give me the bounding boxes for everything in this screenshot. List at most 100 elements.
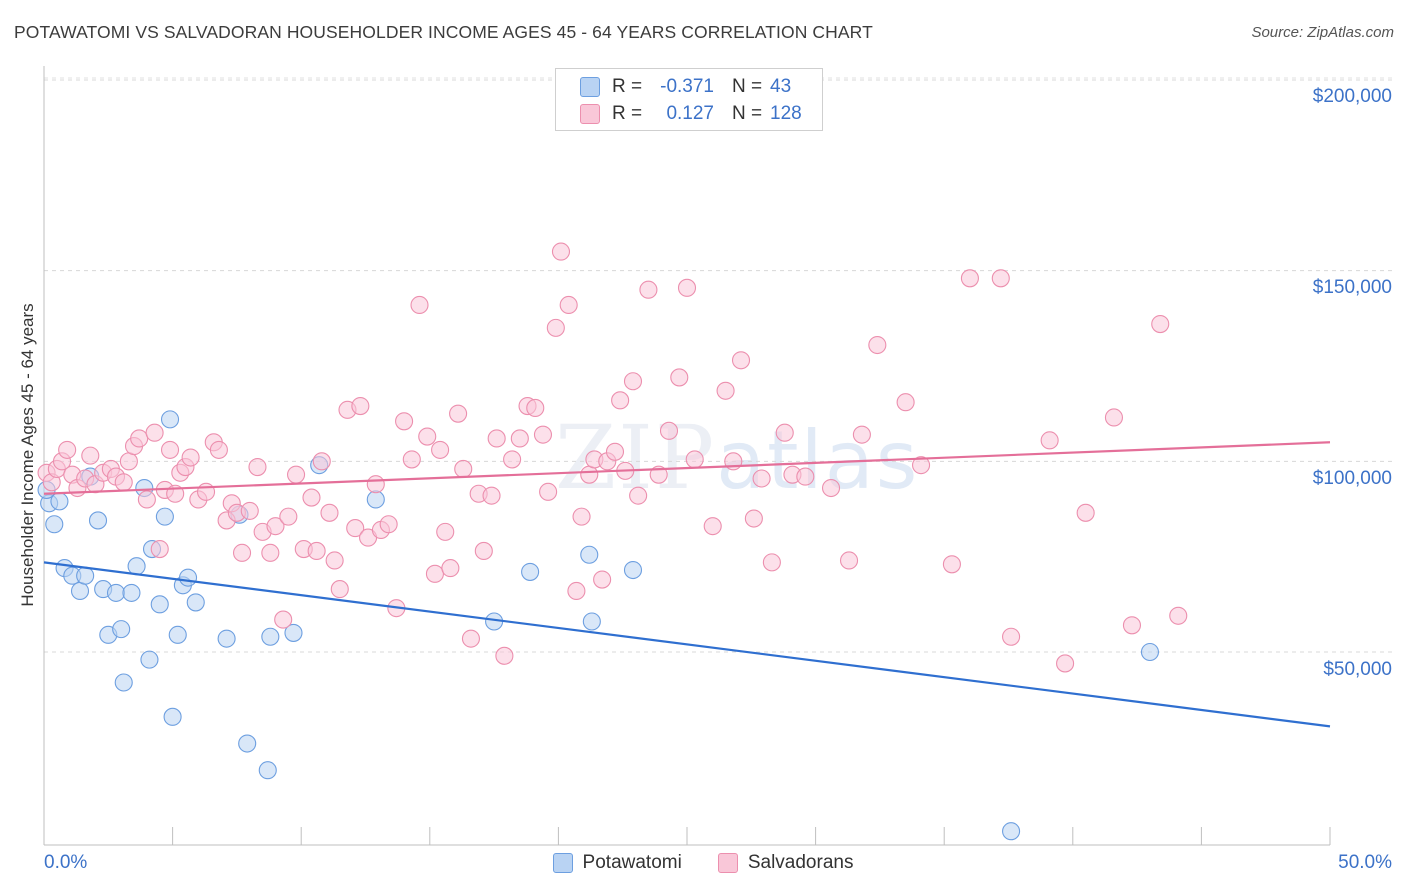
salvadorans-point-79 [546,318,565,337]
potawatomi-point-29 [238,734,257,753]
salvadorans-point-125 [839,551,859,570]
salvadorans-point-106 [775,423,794,442]
salvadorans-point-16 [130,429,149,448]
salvadorans-point-18 [145,423,164,442]
y-axis-label: Householder Income Ages 45 - 64 years [18,303,37,607]
potawatomi-point-1 [45,515,64,534]
salvadorans-point-95 [659,421,679,440]
salvadorans-point-37 [261,543,280,562]
salvadorans-point-67 [461,629,481,648]
salvadorans-point-59 [410,295,429,315]
potawatomi-point-26 [186,593,205,612]
potawatomi-point-39 [623,560,643,580]
potawatomi-point-20 [155,507,174,526]
potawatomi-point-11 [106,583,126,602]
chart-title: POTAWATOMI VS SALVADORAN HOUSEHOLDER INC… [14,22,873,42]
n-label: N = [732,76,763,97]
source-label: Source: ZipAtlas.com [1251,24,1394,41]
salvadorans-trend-line [43,441,1331,495]
salvadorans-point-120 [1122,616,1142,635]
salvadorans-point-46 [320,503,339,522]
salvadorans-point-123 [1056,654,1075,673]
potawatomi-point-21 [160,410,180,429]
series-legend: Potawatomi Salvadorans [0,852,1406,874]
salvadorans-point-58 [402,450,421,469]
salvadorans-point-14 [119,452,138,471]
salvadorans-point-108 [796,467,815,486]
salvadorans-point-19 [150,539,169,559]
salvadorans-point-104 [752,469,771,488]
salvadorans-point-96 [670,368,689,387]
salvadorans-point-66 [454,459,473,479]
salvadorans-point-55 [379,515,398,534]
potawatomi-point-15 [127,557,146,576]
salvadorans-point-91 [623,372,643,391]
salvadorans-point-109 [821,478,841,498]
salvadorans-point-44 [307,541,326,560]
salvadorans-point-65 [449,404,468,423]
salvadorans-point-39 [274,610,293,629]
salvadorans-point-40 [279,507,298,526]
potawatomi-legend-label: Potawatomi [582,852,682,873]
correlation-legend: R = -0.371 N = 43 R = 0.127 N = 128 [555,68,823,131]
salvadorans-point-77 [533,425,553,444]
salvadorans-point-48 [330,580,349,599]
salvadorans-n-value: 128 [770,103,802,124]
salvadorans-point-93 [639,280,658,299]
legend-item-potawatomi[interactable]: Potawatomi [552,852,682,874]
salvadorans-point-33 [232,543,252,562]
x-tick-label-start: 0.0% [44,852,88,873]
salvadorans-point-119 [1104,408,1124,427]
salvadorans-point-43 [302,488,321,507]
salvadorans-point-121 [1151,315,1170,334]
y-tick-label-100k: $100,000 [1312,468,1392,489]
potawatomi-legend-swatch [552,853,573,873]
potawatomi-point-18 [140,650,159,669]
salvadorans-point-17 [137,490,156,509]
salvadorans-point-62 [431,440,450,459]
salvadorans-point-114 [960,269,979,288]
salvadorans-point-8 [81,446,100,465]
potawatomi-point-13 [114,673,133,692]
salvadorans-point-53 [366,475,385,494]
salvadorans-point-89 [611,391,630,410]
potawatomi-r-value: -0.371 [660,76,714,97]
potawatomi-point-40 [1002,822,1021,841]
legend-item-salvadorans[interactable]: Salvadorans [717,852,853,874]
salvadorans-point-124 [942,555,961,574]
salvadorans-point-29 [209,440,228,459]
salvadorans-point-76 [526,398,545,417]
salvadorans-point-99 [703,517,722,536]
y-tick-label-150k: $150,000 [1312,277,1392,298]
salvadorans-point-21 [160,440,180,459]
potawatomi-point-14 [122,583,141,602]
potawatomi-point-23 [168,625,187,644]
salvadorans-point-71 [487,429,506,448]
potawatomi-swatch [580,77,600,97]
salvadorans-point-103 [744,509,763,528]
potawatomi-point-41 [1140,642,1160,662]
potawatomi-trend-line [43,561,1331,728]
salvadorans-point-38 [266,517,285,536]
potawatomi-point-31 [261,627,280,646]
legend-row-potawatomi: R = -0.371 N = 43 [580,75,810,99]
salvadorans-point-80 [551,242,571,261]
salvadorans-point-112 [896,393,915,412]
salvadorans-point-102 [731,351,751,370]
salvadorans-point-50 [346,519,365,538]
salvadorans-point-13 [114,473,133,492]
salvadorans-point-60 [418,427,437,446]
salvadorans-point-35 [248,458,267,477]
potawatomi-point-12 [112,620,131,639]
salvadorans-point-74 [510,429,529,448]
salvadorans-point-111 [868,335,887,355]
salvadorans-point-116 [1002,627,1021,646]
salvadorans-point-97 [677,278,697,297]
potawatomi-point-36 [521,562,540,581]
salvadorans-point-118 [1076,503,1095,522]
salvadorans-point-34 [240,501,259,520]
salvadorans-swatch [580,104,600,124]
potawatomi-point-5 [70,581,90,601]
x-tick-label-end: 50.0% [1338,852,1392,873]
